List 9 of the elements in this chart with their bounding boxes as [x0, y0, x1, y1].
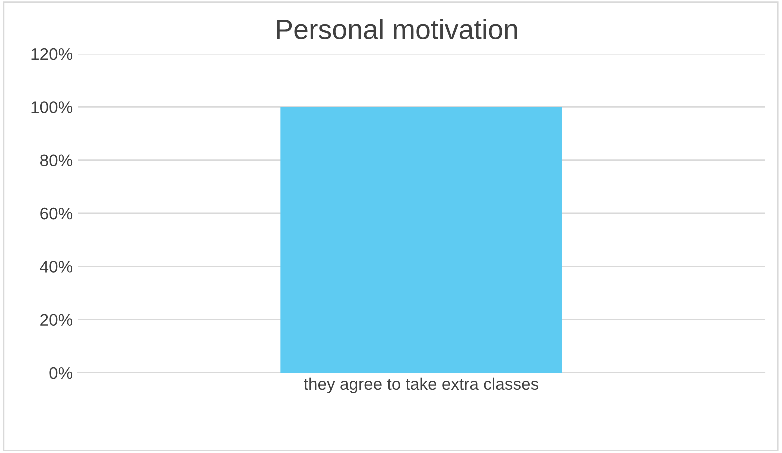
y-tick-label: 40% — [40, 261, 73, 273]
y-tick-label: 120% — [32, 48, 73, 60]
y-tick-label: 0% — [50, 367, 73, 380]
y-tick-label: 20% — [40, 314, 73, 326]
y-tick-label: 100% — [32, 102, 73, 114]
chart-title: Personal motivation — [277, 19, 518, 40]
x-tick-label: they agree to take extra classes — [304, 378, 539, 394]
y-tick-label: 60% — [40, 208, 73, 220]
y-tick-label: 80% — [40, 154, 73, 167]
